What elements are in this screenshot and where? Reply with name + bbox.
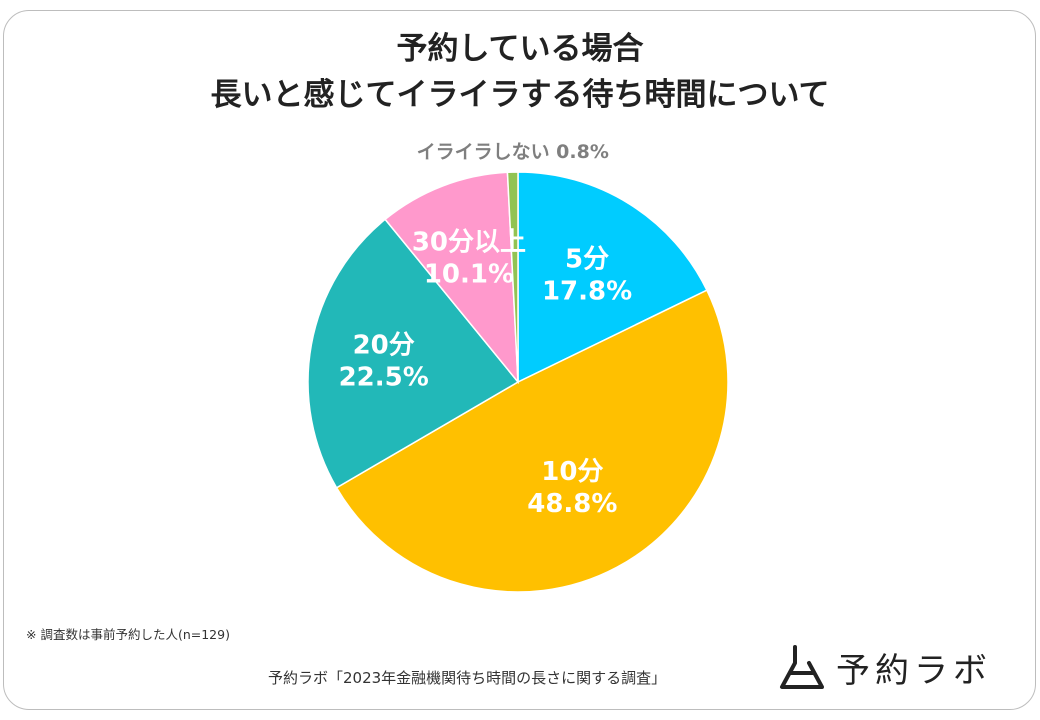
brand-logo: 予約ラボ xyxy=(778,640,992,694)
pie-value-label: 10.1% xyxy=(424,260,514,290)
chart-title-line2: 長いと感じてイライラする待ち時間について xyxy=(210,77,830,113)
pie-label-outside: イライラしない 0.8% xyxy=(417,141,609,163)
lab-flask-icon xyxy=(780,645,824,689)
survey-note: ※ 調査数は事前予約した人(n=129) xyxy=(26,627,230,642)
pie-category-label: 30分以上 xyxy=(412,228,526,258)
pie-slice xyxy=(517,171,708,384)
source-citation: 予約ラボ「2023年金融機関待ち時間の長さに関する調査」 xyxy=(268,669,667,687)
brand-name: 予約ラボ xyxy=(836,650,992,691)
pie-value-label: 17.8% xyxy=(542,277,632,307)
pie-category-label: 5分 xyxy=(565,245,609,275)
pie-value-label: 22.5% xyxy=(339,363,429,393)
chart-title: 予約している場合 長いと感じてイライラする待ち時間について xyxy=(0,26,1040,118)
chart-title-line1: 予約している場合 xyxy=(396,31,644,67)
pie-slice xyxy=(384,171,519,385)
pie-slices xyxy=(307,171,729,593)
pie-slice xyxy=(335,289,729,593)
pie-slice xyxy=(506,171,519,383)
pie-category-label: 10分 xyxy=(541,457,603,487)
pie-value-label: 48.8% xyxy=(527,489,617,519)
pie-slice xyxy=(307,218,520,489)
pie-category-label: 20分 xyxy=(353,331,415,361)
